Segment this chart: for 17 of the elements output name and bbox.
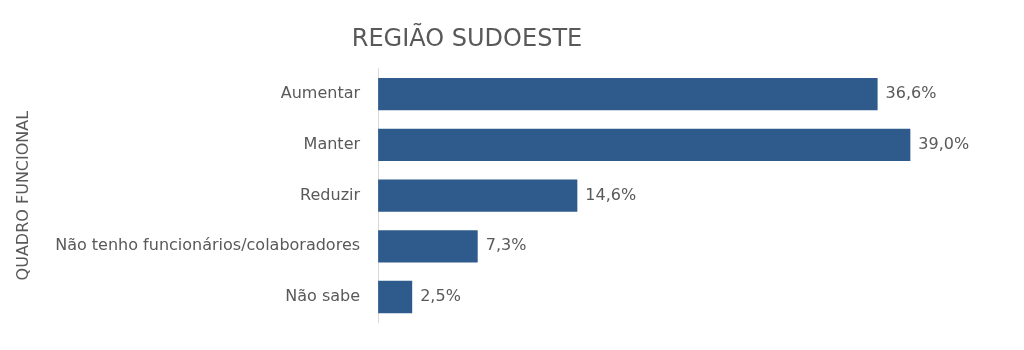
bar [378, 280, 413, 314]
bar [378, 77, 878, 111]
y-tick-label: Manter [303, 134, 361, 154]
y-tick-label: Não sabe [285, 286, 361, 306]
bar [378, 179, 578, 212]
y-axis-title: QUADRO FUNCIONAL [12, 110, 32, 281]
data-label: 7,3% [485, 235, 527, 255]
bar [378, 230, 478, 263]
data-label: 14,6% [585, 184, 637, 204]
data-label: 36,6% [885, 83, 937, 103]
data-label: 2,5% [420, 286, 461, 306]
data-label: 39,0% [918, 134, 970, 154]
chart-title: REGIÃO SUDOESTE [351, 21, 583, 52]
y-tick-label: Reduzir [300, 184, 361, 204]
y-tick-label: Aumentar [280, 83, 361, 103]
y-tick-label: Não tenho funcionários/colaboradores [55, 235, 361, 255]
bar [378, 128, 911, 162]
